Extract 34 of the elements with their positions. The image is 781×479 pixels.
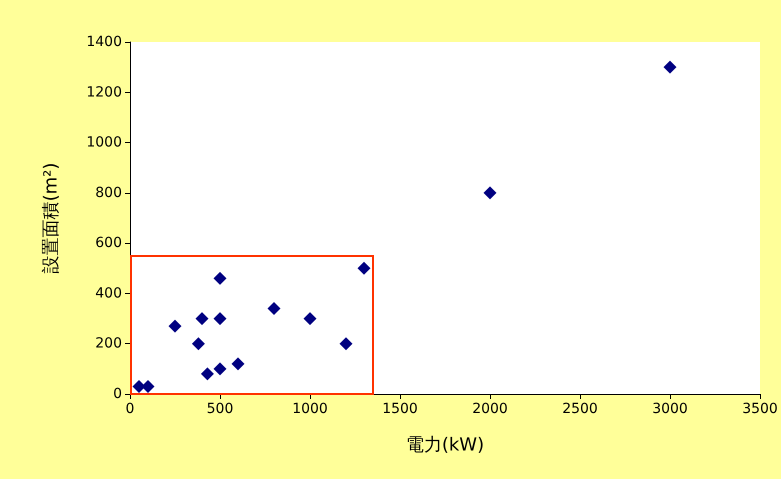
point — [196, 312, 208, 326]
point — [232, 357, 244, 370]
y-tick-label: 1200 — [86, 84, 122, 100]
x-tick-label: 1000 — [292, 401, 328, 417]
point — [268, 302, 280, 316]
y-tick-label: 0 — [113, 386, 122, 402]
y-axis-title: 設置面積(m²) — [40, 162, 62, 274]
point — [358, 262, 370, 275]
y-tick-label: 600 — [95, 235, 122, 252]
point — [142, 380, 154, 393]
point — [664, 60, 676, 74]
x-tick-label: 2500 — [562, 401, 598, 417]
point — [168, 320, 182, 333]
y-tick-label: 800 — [95, 184, 122, 201]
y-tick-label: 200 — [95, 336, 122, 352]
y-tick-label: 400 — [95, 285, 122, 302]
x-tick-label: 3000 — [652, 401, 688, 417]
y-tick-label: 1400 — [86, 34, 122, 50]
point — [214, 362, 226, 376]
y-tick-label: 1000 — [86, 134, 122, 151]
x-tick-label: 3500 — [742, 401, 778, 417]
point — [132, 380, 146, 393]
x-tick-label: 1500 — [382, 401, 418, 417]
point — [484, 186, 496, 200]
point — [304, 312, 316, 326]
x-tick-label: 0 — [126, 401, 134, 417]
point — [192, 337, 205, 350]
x-axis-title: 電力(kW) — [406, 434, 484, 456]
point — [200, 367, 214, 380]
point — [214, 272, 226, 285]
x-tick-label: 500 — [206, 401, 234, 417]
point — [214, 312, 226, 326]
point — [340, 337, 352, 350]
x-tick-label: 2000 — [472, 401, 508, 417]
